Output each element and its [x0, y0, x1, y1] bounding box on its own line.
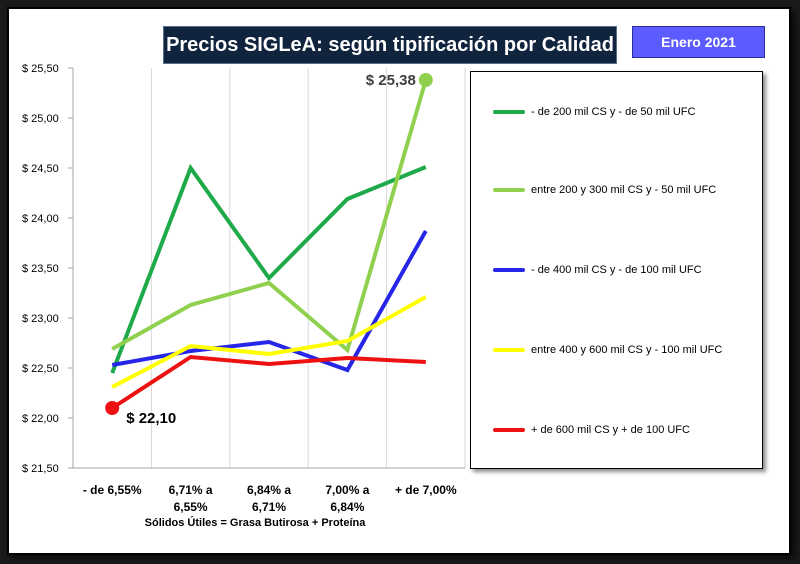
annotation-label: $ 22,10: [126, 410, 176, 427]
legend-item-2: entre 200 y 300 mil CS y - 50 mil UFC: [493, 180, 716, 200]
legend-item-4: entre 400 y 600 mil CS y - 100 mil UFC: [493, 340, 722, 360]
x-tick-label: 6,71% a 6,55%: [169, 483, 213, 514]
y-tick-label: $ 24,50: [22, 163, 59, 175]
y-tick-label: $ 22,50: [22, 363, 59, 375]
legend-item-5: + de 600 mil CS y + de 100 UFC: [493, 420, 690, 440]
y-tick-label: $ 24,00: [22, 213, 59, 225]
legend-label-2: entre 200 y 300 mil CS y - 50 mil UFC: [531, 184, 717, 196]
legend-label-4: entre 400 y 600 mil CS y - 100 mil UFC: [531, 344, 723, 356]
y-tick-label: $ 21,50: [22, 463, 59, 475]
series-line-4: [111, 295, 427, 389]
legend: - de 200 mil CS y - de 50 mil UFC entre …: [470, 71, 763, 469]
legend-label-5: + de 600 mil CS y + de 100 UFC: [531, 424, 690, 436]
legend-swatch-3: [493, 268, 525, 272]
series-line-1: [110, 163, 427, 374]
legend-swatch-2: [493, 188, 525, 192]
legend-swatch-5: [493, 428, 525, 432]
legend-label-3: - de 400 mil CS y - de 100 mil UFC: [531, 264, 702, 276]
annotation-marker: [105, 401, 120, 415]
x-tick-label: 7,00% a 6,84%: [325, 483, 369, 514]
date-badge: Enero 2021: [632, 26, 765, 58]
y-tick-label: $ 22,00: [22, 413, 59, 425]
annotation-marker: [418, 73, 433, 87]
chart-title: Precios SIGLeA: según tipificación por C…: [163, 26, 617, 64]
legend-item-3: - de 400 mil CS y - de 100 mil UFC: [493, 260, 702, 280]
x-tick-label: + de 7,00%: [395, 483, 457, 497]
annotation-label: $ 25,38: [366, 72, 416, 89]
x-tick-label: 6,84% a 6,71%: [247, 483, 291, 514]
x-axis-title: Sólidos Útiles = Grasa Butirosa + Proteí…: [145, 516, 367, 529]
y-tick-label: $ 25,50: [22, 63, 59, 75]
y-tick-label: $ 23,50: [22, 263, 59, 275]
legend-swatch-1: [493, 110, 525, 114]
legend-label-1: - de 200 mil CS y - de 50 mil UFC: [531, 106, 696, 118]
y-tick-label: $ 25,00: [22, 113, 59, 125]
series-line-5: [111, 354, 426, 410]
legend-item-1: - de 200 mil CS y - de 50 mil UFC: [493, 102, 695, 122]
x-tick-label: - de 6,55%: [83, 483, 142, 497]
y-tick-label: $ 23,00: [22, 313, 59, 325]
legend-swatch-4: [493, 348, 525, 352]
series-line-3: [111, 230, 428, 373]
series-line-2: [111, 79, 428, 354]
